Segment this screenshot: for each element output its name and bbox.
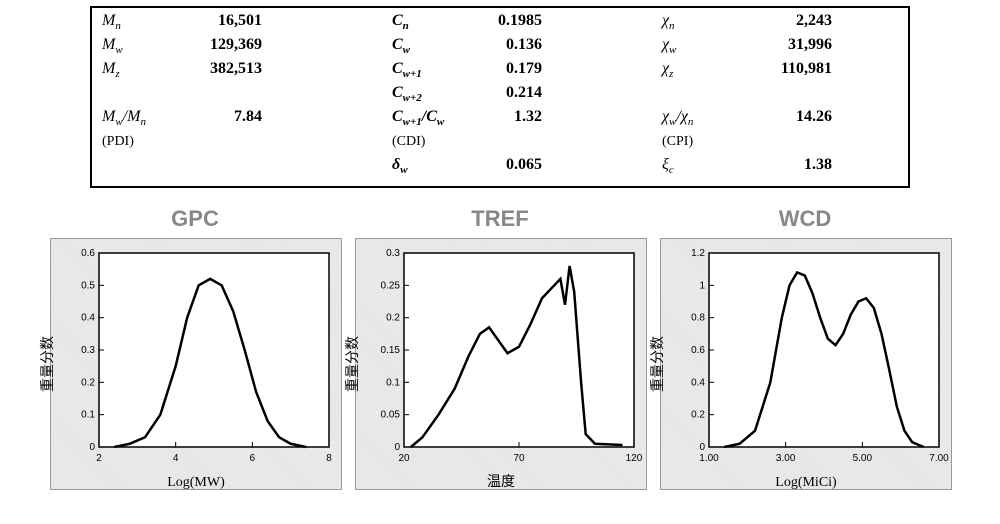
svg-text:0.6: 0.6 xyxy=(691,345,705,356)
svg-text:0.1: 0.1 xyxy=(81,410,95,421)
svg-text:4: 4 xyxy=(173,453,179,464)
x-axis-label: Log(MW) xyxy=(51,475,341,491)
plot-gpc: 00.10.20.30.40.50.62468重量分数Log(MW) xyxy=(50,238,342,490)
svg-text:0.3: 0.3 xyxy=(386,248,400,259)
svg-text:0: 0 xyxy=(89,442,95,453)
svg-text:0.5: 0.5 xyxy=(81,280,95,291)
panel-wcd: WCD 00.20.40.60.811.21.003.005.007.00重量分… xyxy=(660,206,950,490)
y-axis-label: 重量分数 xyxy=(342,336,362,392)
svg-text:0.2: 0.2 xyxy=(81,377,95,388)
svg-text:0.3: 0.3 xyxy=(81,345,95,356)
svg-text:0.1: 0.1 xyxy=(386,377,400,388)
charts-row: GPC 0 0.1 0.2 0.3 0.4 0.5 0.6 2 4 6 8 重量分数 Log(MW) T… xyxy=(40,206,960,490)
chart-svg: 0 0.2 0.4 0.6 0.8 1 1.2 1.00 3.00 5.00 7.00 xyxy=(661,239,951,489)
svg-text:0.2: 0.2 xyxy=(691,410,705,421)
svg-text:7.00: 7.00 xyxy=(929,453,949,464)
svg-text:1.00: 1.00 xyxy=(699,453,719,464)
svg-text:20: 20 xyxy=(398,453,410,464)
svg-text:0.2: 0.2 xyxy=(386,313,400,324)
svg-text:0.6: 0.6 xyxy=(81,248,95,259)
svg-text:70: 70 xyxy=(513,453,525,464)
x-axis-label: Log(MiCi) xyxy=(661,475,951,491)
svg-text:120: 120 xyxy=(626,453,643,464)
svg-text:0.25: 0.25 xyxy=(381,280,401,291)
svg-text:0.4: 0.4 xyxy=(81,313,95,324)
svg-text:0.05: 0.05 xyxy=(381,410,401,421)
y-axis-label: 重量分数 xyxy=(37,336,57,392)
svg-text:1: 1 xyxy=(699,280,705,291)
panel-title: WCD xyxy=(660,206,950,232)
panel-gpc: GPC 00.10.20.30.40.50.62468重量分数Log(MW) xyxy=(50,206,340,490)
x-axis-label: 温度 xyxy=(356,471,646,491)
svg-text:8: 8 xyxy=(326,453,332,464)
panel-tref: TREF 00.050.10.150.20.250.32070120重量分数温度 xyxy=(355,206,645,490)
panel-title: TREF xyxy=(355,206,645,232)
plot-tref: 00.050.10.150.20.250.32070120重量分数温度 xyxy=(355,238,647,490)
parameters-table: Mn16,501Cn0.1985χn2,243Mw129,369Cw0.136χ… xyxy=(90,6,910,188)
svg-text:0: 0 xyxy=(699,442,705,453)
svg-text:0.4: 0.4 xyxy=(691,377,705,388)
svg-text:0.8: 0.8 xyxy=(691,313,705,324)
svg-text:3.00: 3.00 xyxy=(776,453,796,464)
svg-text:0: 0 xyxy=(394,442,400,453)
svg-text:6: 6 xyxy=(250,453,256,464)
chart-svg: 0 0.05 0.1 0.15 0.2 0.25 0.3 20 70 120 xyxy=(356,239,646,489)
chart-svg: 0 0.1 0.2 0.3 0.4 0.5 0.6 2 4 6 8 xyxy=(51,239,341,489)
svg-text:1.2: 1.2 xyxy=(691,248,705,259)
svg-text:2: 2 xyxy=(96,453,102,464)
svg-text:0.15: 0.15 xyxy=(381,345,401,356)
svg-text:5.00: 5.00 xyxy=(853,453,873,464)
y-axis-label: 重量分数 xyxy=(647,336,667,392)
panel-title: GPC xyxy=(50,206,340,232)
plot-wcd: 00.20.40.60.811.21.003.005.007.00重量分数Log… xyxy=(660,238,952,490)
